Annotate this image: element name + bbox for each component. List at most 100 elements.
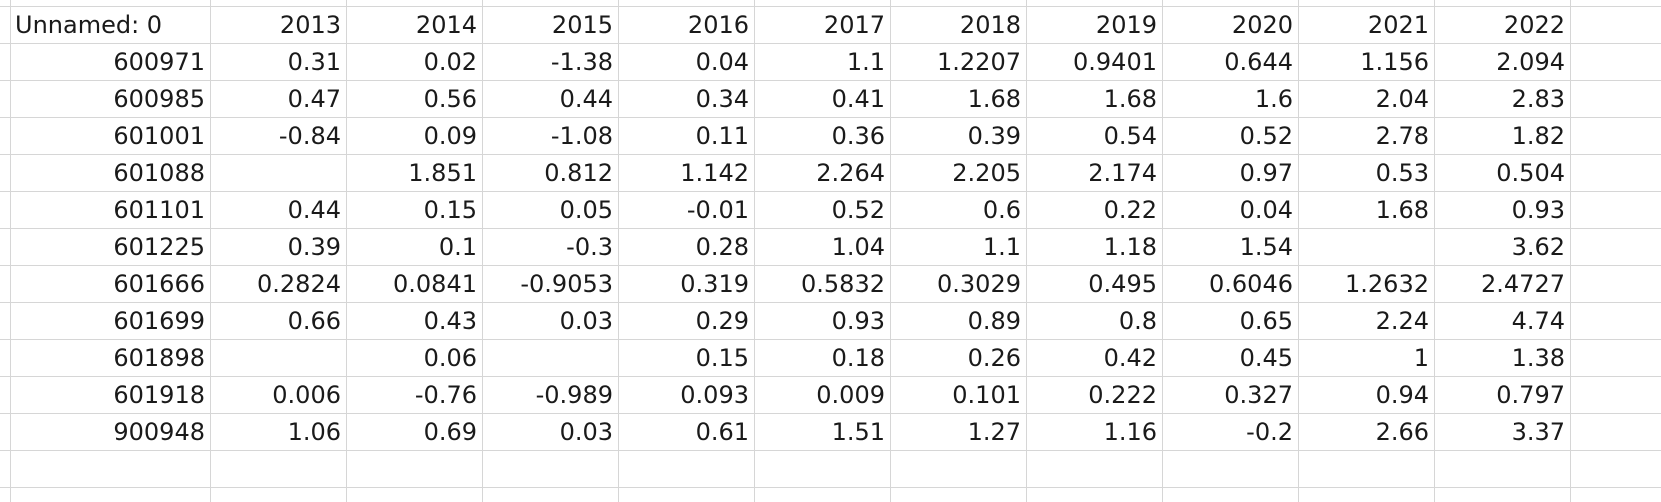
data-cell[interactable] bbox=[210, 155, 346, 192]
empty-cell[interactable] bbox=[1570, 192, 1661, 229]
data-cell[interactable]: 0.02 bbox=[423, 48, 477, 76]
data-cell[interactable]: 0.6046 bbox=[1209, 270, 1293, 298]
header-cell-year[interactable]: 2015 bbox=[551, 11, 613, 39]
data-cell[interactable]: 2.78 bbox=[1375, 122, 1429, 150]
data-cell[interactable]: 2.094 bbox=[1496, 48, 1565, 76]
empty-cell[interactable] bbox=[1570, 155, 1661, 192]
data-cell[interactable]: -0.76 bbox=[414, 381, 477, 409]
data-cell[interactable]: 0.1 bbox=[438, 233, 477, 261]
data-cell[interactable]: -0.84 bbox=[278, 122, 341, 150]
data-cell[interactable]: 1.68 bbox=[967, 85, 1021, 113]
data-cell[interactable]: 0.101 bbox=[952, 381, 1021, 409]
data-cell[interactable]: 0.69 bbox=[423, 418, 477, 446]
empty-cell[interactable] bbox=[1026, 451, 1162, 488]
data-cell[interactable]: 1.1 bbox=[846, 48, 885, 76]
data-cell[interactable]: 2.264 bbox=[816, 159, 885, 187]
data-cell[interactable]: 0.52 bbox=[831, 196, 885, 224]
empty-cell[interactable] bbox=[482, 451, 618, 488]
data-cell[interactable]: -1.38 bbox=[550, 48, 613, 76]
data-cell[interactable]: 1.68 bbox=[1375, 196, 1429, 224]
data-cell[interactable]: 0.44 bbox=[559, 85, 613, 113]
data-cell[interactable]: 0.327 bbox=[1224, 381, 1293, 409]
data-cell[interactable]: 0.8 bbox=[1118, 307, 1157, 335]
data-cell[interactable]: 0.222 bbox=[1088, 381, 1157, 409]
data-cell[interactable]: 1.16 bbox=[1103, 418, 1157, 446]
data-cell[interactable]: 1.6 bbox=[1254, 85, 1293, 113]
data-cell[interactable]: 0.89 bbox=[967, 307, 1021, 335]
data-cell[interactable]: 0.3029 bbox=[937, 270, 1021, 298]
data-cell[interactable]: 0.53 bbox=[1375, 159, 1429, 187]
empty-cell[interactable] bbox=[1298, 451, 1434, 488]
data-cell[interactable]: -0.9053 bbox=[520, 270, 613, 298]
data-cell[interactable]: 0.28 bbox=[695, 233, 749, 261]
empty-cell[interactable] bbox=[1570, 377, 1661, 414]
data-cell[interactable]: 0.54 bbox=[1103, 122, 1157, 150]
data-cell[interactable]: 0.31 bbox=[287, 48, 341, 76]
data-cell[interactable]: 0.05 bbox=[559, 196, 613, 224]
data-cell[interactable]: 1.18 bbox=[1103, 233, 1157, 261]
data-cell[interactable]: 0.45 bbox=[1239, 344, 1293, 372]
empty-cell[interactable] bbox=[1570, 81, 1661, 118]
row-id-cell[interactable]: 601225 bbox=[113, 233, 205, 261]
row-id-cell[interactable]: 601699 bbox=[113, 307, 205, 335]
empty-cell[interactable] bbox=[618, 451, 754, 488]
data-cell[interactable]: 0.11 bbox=[695, 122, 749, 150]
data-cell[interactable]: 0.03 bbox=[559, 307, 613, 335]
data-cell[interactable]: 0.0841 bbox=[393, 270, 477, 298]
data-cell[interactable]: 0.5832 bbox=[801, 270, 885, 298]
data-cell[interactable]: 1.04 bbox=[831, 233, 885, 261]
data-cell[interactable]: 4.74 bbox=[1511, 307, 1565, 335]
data-cell[interactable]: 0.9401 bbox=[1073, 48, 1157, 76]
empty-cell[interactable] bbox=[10, 451, 210, 488]
data-cell[interactable]: 0.93 bbox=[831, 307, 885, 335]
row-id-cell[interactable]: 601088 bbox=[113, 159, 205, 187]
row-id-cell[interactable]: 601666 bbox=[113, 270, 205, 298]
data-cell[interactable]: 1.2632 bbox=[1345, 270, 1429, 298]
data-cell[interactable]: 0.093 bbox=[680, 381, 749, 409]
empty-cell[interactable] bbox=[754, 451, 890, 488]
header-cell-year[interactable]: 2020 bbox=[1231, 11, 1293, 39]
empty-cell[interactable] bbox=[210, 451, 346, 488]
data-cell[interactable]: 3.37 bbox=[1511, 418, 1565, 446]
data-cell[interactable]: 0.61 bbox=[695, 418, 749, 446]
header-cell-year[interactable]: 2017 bbox=[823, 11, 885, 39]
data-cell[interactable]: 0.6 bbox=[982, 196, 1021, 224]
data-cell[interactable]: 0.15 bbox=[695, 344, 749, 372]
data-cell[interactable]: -0.01 bbox=[686, 196, 749, 224]
data-cell[interactable]: -0.2 bbox=[1246, 418, 1293, 446]
data-cell[interactable] bbox=[1298, 229, 1434, 266]
data-cell[interactable]: 0.42 bbox=[1103, 344, 1157, 372]
data-cell[interactable]: 0.2824 bbox=[257, 270, 341, 298]
data-cell[interactable]: 2.205 bbox=[952, 159, 1021, 187]
data-cell[interactable]: 1.68 bbox=[1103, 85, 1157, 113]
data-cell[interactable]: 0.39 bbox=[967, 122, 1021, 150]
header-cell-year[interactable]: 2014 bbox=[415, 11, 477, 39]
data-cell[interactable]: 0.04 bbox=[695, 48, 749, 76]
data-cell[interactable]: 1.1 bbox=[982, 233, 1021, 261]
data-cell[interactable]: 0.94 bbox=[1375, 381, 1429, 409]
header-cell-year[interactable]: 2022 bbox=[1503, 11, 1565, 39]
header-cell-year[interactable]: 2013 bbox=[279, 11, 341, 39]
row-id-cell[interactable]: 600985 bbox=[113, 85, 205, 113]
data-cell[interactable]: 0.644 bbox=[1224, 48, 1293, 76]
data-cell[interactable]: 0.56 bbox=[423, 85, 477, 113]
data-cell[interactable]: 1.156 bbox=[1360, 48, 1429, 76]
data-cell[interactable]: 0.44 bbox=[287, 196, 341, 224]
data-cell[interactable]: 1.51 bbox=[831, 418, 885, 446]
data-cell[interactable]: 2.04 bbox=[1375, 85, 1429, 113]
data-cell[interactable]: 0.812 bbox=[544, 159, 613, 187]
row-id-cell[interactable]: 600971 bbox=[113, 48, 205, 76]
row-id-cell[interactable]: 601918 bbox=[113, 381, 205, 409]
data-cell[interactable]: 0.04 bbox=[1239, 196, 1293, 224]
header-cell-year[interactable]: 2018 bbox=[959, 11, 1021, 39]
data-cell[interactable]: 0.65 bbox=[1239, 307, 1293, 335]
data-cell[interactable]: 1.82 bbox=[1511, 122, 1565, 150]
data-cell[interactable]: 2.66 bbox=[1375, 418, 1429, 446]
data-cell[interactable]: 1.2207 bbox=[937, 48, 1021, 76]
data-cell[interactable]: 3.62 bbox=[1511, 233, 1565, 261]
empty-cell[interactable] bbox=[1570, 414, 1661, 451]
header-cell-year[interactable]: 2019 bbox=[1095, 11, 1157, 39]
data-cell[interactable]: 0.319 bbox=[680, 270, 749, 298]
data-cell[interactable]: 1.851 bbox=[408, 159, 477, 187]
empty-cell[interactable] bbox=[1162, 451, 1298, 488]
